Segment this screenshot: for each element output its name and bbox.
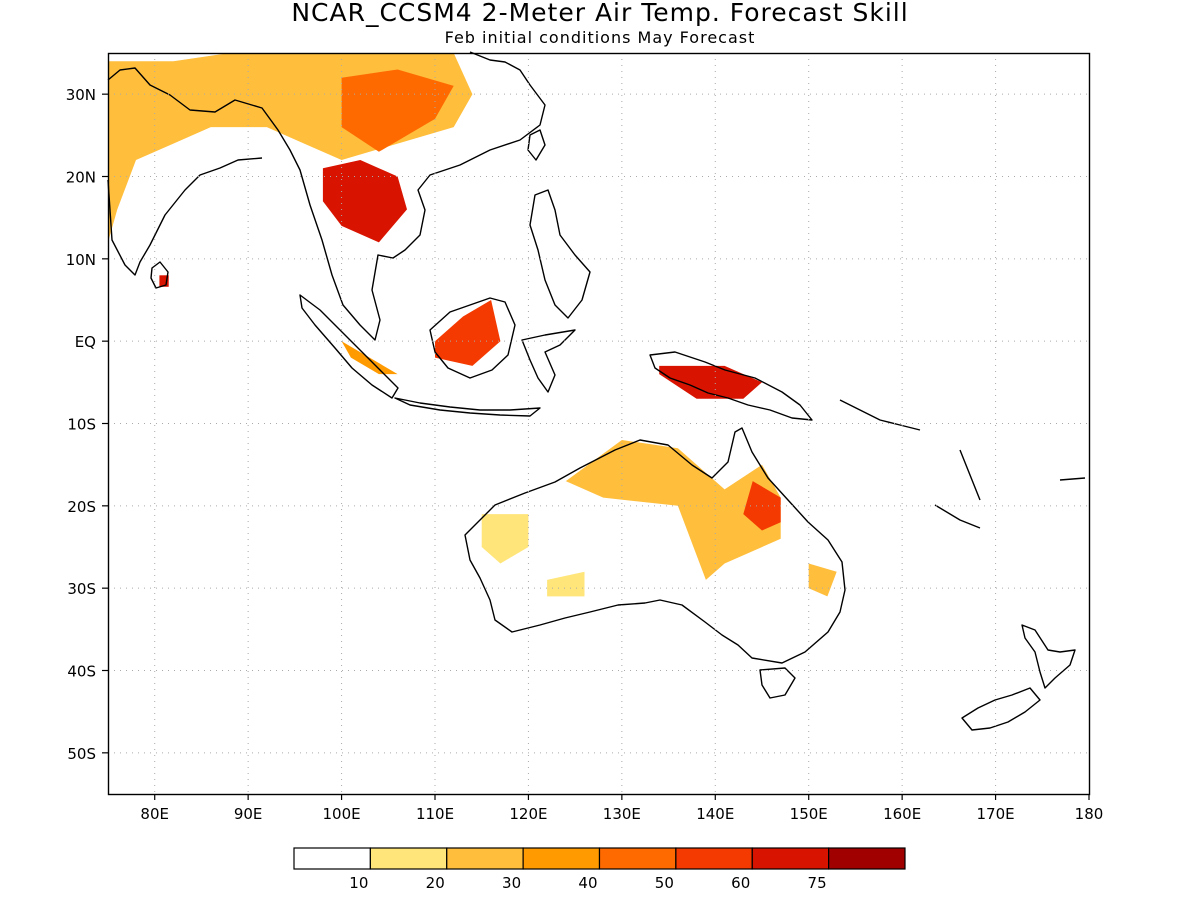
skill-region-9 — [808, 563, 837, 597]
legend-swatch — [446, 847, 524, 870]
lat-tick-label: 10S — [67, 416, 96, 434]
lat-tick-label: 20N — [66, 169, 96, 187]
coastline-sri-lanka — [150, 261, 169, 289]
legend-label: 75 — [808, 874, 827, 892]
skill-region-3 — [435, 300, 501, 366]
lon-tick-label: 130E — [603, 805, 641, 823]
lon-tick-label: 100E — [323, 805, 361, 823]
legend-label: 10 — [349, 874, 368, 892]
coastline-new-guinea — [649, 351, 813, 421]
coastline-india — [107, 157, 263, 276]
skill-region-4 — [659, 365, 762, 399]
lon-tick-label: 160E — [883, 805, 921, 823]
lon-tick-label: 110E — [416, 805, 454, 823]
skill-region-1 — [341, 69, 454, 152]
lat-tick-label: 30N — [66, 86, 96, 104]
skill-region-10 — [341, 341, 398, 375]
coastline-taiwan — [527, 129, 546, 161]
map-title: NCAR_CCSM4 2-Meter Air Temp. Forecast Sk… — [291, 0, 909, 27]
lat-tick-label: 20S — [67, 498, 96, 516]
coastline-tasmania — [759, 667, 796, 699]
coastlines — [107, 51, 1086, 731]
coastline-philippines — [529, 189, 591, 319]
coastline-melanesia — [839, 399, 1086, 529]
lat-tick-label: EQ — [75, 333, 96, 351]
gridlines — [108, 53, 1089, 794]
legend-label: 20 — [426, 874, 445, 892]
legend-swatch — [751, 847, 830, 870]
lat-tick-label: 40S — [67, 663, 96, 681]
lat-tick-label: 50S — [67, 745, 96, 763]
coastline-australia — [464, 427, 846, 664]
legend-swatch — [522, 847, 601, 870]
skill-region-8 — [547, 571, 585, 597]
skill-shading-layer — [108, 53, 837, 597]
lat-tick-label: 30S — [67, 580, 96, 598]
legend-swatch — [293, 847, 371, 870]
legend-label: 60 — [731, 874, 750, 892]
lon-tick-label: 180 — [1075, 805, 1104, 823]
lon-tick-label: 150E — [790, 805, 828, 823]
skill-region-2 — [322, 160, 407, 243]
coastline-new-zealand-south — [961, 687, 1041, 731]
map-frame — [107, 52, 1091, 796]
legend-label: 50 — [655, 874, 674, 892]
skill-region-5 — [565, 440, 781, 580]
coastline-sumatra — [299, 294, 399, 399]
longitude-axis: 80E 90E 100E 110E 120E 130E 140E 150E 160E 170E 18… — [140, 794, 1103, 823]
legend-swatch — [369, 847, 448, 870]
lon-tick-label: 140E — [696, 805, 734, 823]
map-subtitle: Feb initial conditions May Forecast — [444, 28, 756, 47]
lon-tick-label: 120E — [509, 805, 547, 823]
coastline-borneo — [429, 297, 516, 379]
latitude-axis: 30N 20N 10N EQ 10S 20S 30S 40S 50S — [66, 86, 108, 763]
coastline-java — [394, 397, 541, 417]
coastline-sulawesi — [521, 329, 576, 393]
legend-label: 30 — [502, 874, 521, 892]
legend-swatch — [598, 847, 677, 870]
coastline-asia — [107, 51, 546, 341]
legend-swatch — [675, 847, 753, 870]
lat-tick-label: 10N — [66, 251, 96, 269]
legend-label: 40 — [578, 874, 597, 892]
lon-tick-label: 170E — [977, 805, 1015, 823]
coastline-new-zealand-north — [1021, 624, 1076, 689]
lon-tick-label: 80E — [140, 805, 169, 823]
lon-tick-label: 90E — [234, 805, 263, 823]
skill-region-7 — [481, 514, 529, 564]
legend-swatch — [828, 847, 906, 870]
color-legend: 10 20 30 40 50 60 75 — [293, 847, 906, 892]
